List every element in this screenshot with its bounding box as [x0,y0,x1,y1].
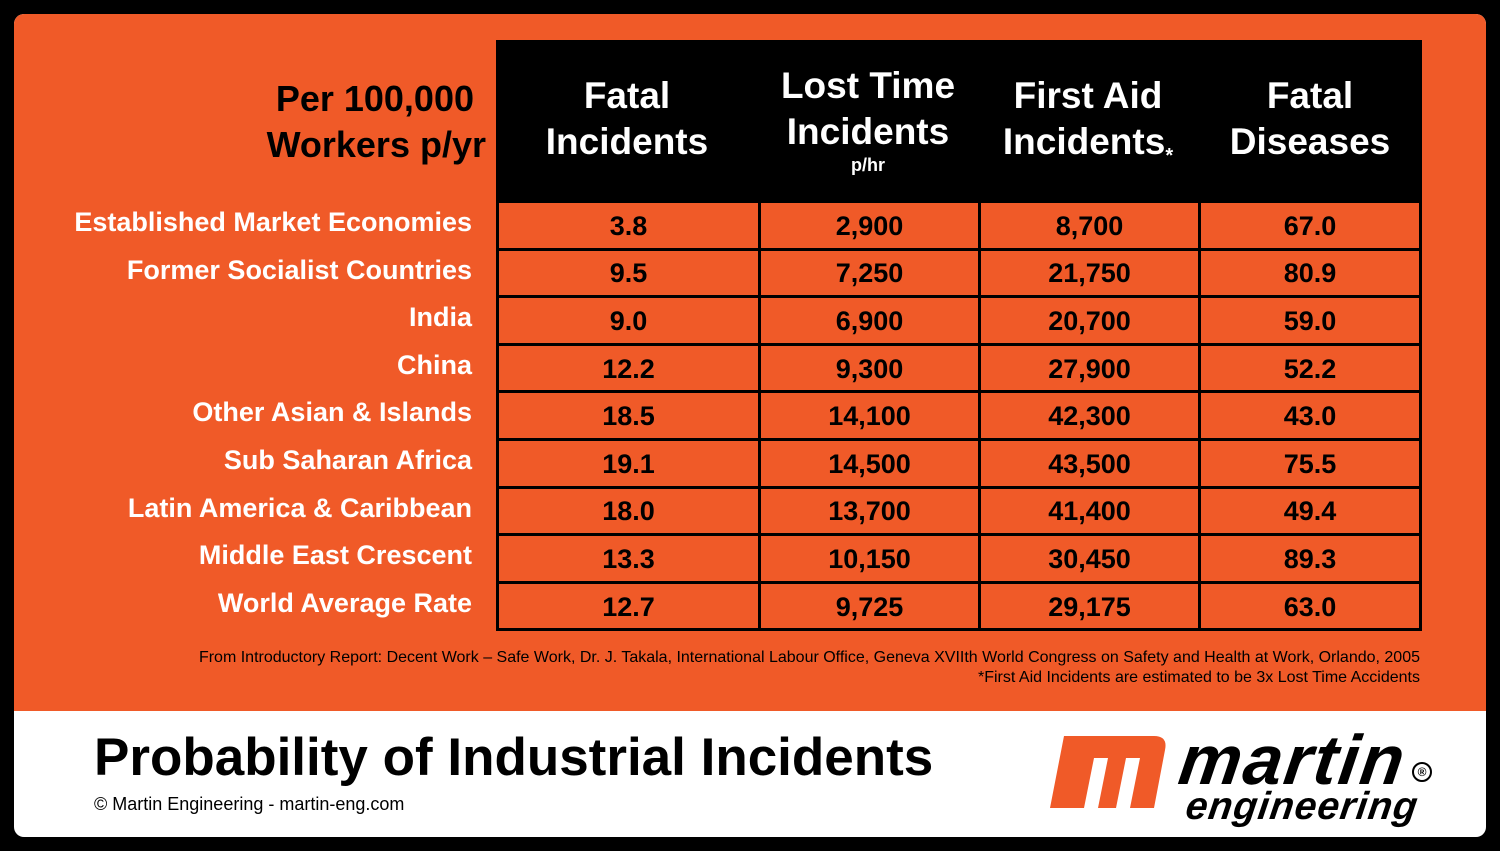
row-label: Former Socialist Countries [126,254,472,285]
column-header-line: Incidents [786,111,950,152]
registered-mark: ® [1412,762,1432,782]
table-cell: 2,900 [758,200,981,251]
table-cell: 9,725 [758,580,981,632]
column-header-line: Incidents [1002,121,1166,162]
table-cell: 8,700 [978,200,1201,251]
data-grid: 3.8 2,900 8,700 67.0 9.5 7,250 21,750 80.9 9.0 6,… [496,200,1422,632]
column-header-line: First Aid [1013,75,1163,116]
column-header-line: Diseases [1229,121,1391,162]
table-cell: 9,300 [758,342,981,394]
row-label: India [408,302,472,333]
row-header-line-1: Per 100,000 [275,78,474,119]
column-header-first-aid-incidents: First Aid Incidents* [978,40,1198,233]
table-cell: 29,175 [978,580,1201,632]
row-label: Latin America & Caribbean [127,492,472,523]
table-cell: 10,150 [758,533,981,584]
column-header-line: Lost Time [780,65,956,106]
table-cell: 63.0 [1198,580,1422,632]
table-cell: 80.9 [1198,247,1422,299]
table-cell: 20,700 [978,295,1201,346]
table-panel: Per 100,000 Workers p/yr Fatal Incidents… [14,14,1486,711]
logo-subname: engineering [1183,785,1422,828]
column-header-line: Fatal [583,75,671,116]
row-header-line-2: Workers p/yr [266,124,486,165]
table-cell: 75.5 [1198,438,1422,489]
martin-logo-wordmark: martin engineering [1175,721,1422,828]
column-header-lost-time-incidents: Lost Time Incidents p/hr [758,40,978,223]
table-cell: 18.5 [496,390,761,441]
table-cell: 7,250 [758,247,981,299]
row-label: Middle East Crescent [198,540,472,571]
page-title: Probability of Industrial Incidents [94,728,934,787]
footnote-marker: * [1165,145,1174,167]
column-header-bar: Fatal Incidents Lost Time Incidents p/hr… [496,40,1422,200]
infographic-frame: Per 100,000 Workers p/yr Fatal Incidents… [14,14,1486,837]
table-cell: 27,900 [978,342,1201,394]
source-note-block: From Introductory Report: Decent Work – … [199,648,1420,688]
column-header-line: Incidents [545,121,709,162]
table-cell: 13,700 [758,485,981,537]
table-cell: 89.3 [1198,533,1422,584]
table-cell: 12.7 [496,580,761,632]
column-header-fatal-diseases: Fatal Diseases [1198,40,1422,233]
table-cell: 3.8 [496,200,761,251]
row-label: Established Market Economies [74,207,472,237]
table-cell: 43,500 [978,438,1201,489]
table-cell: 30,450 [978,533,1201,584]
table-cell: 21,750 [978,247,1201,299]
table-cell: 52.2 [1198,342,1422,394]
row-label: World Average Rate [217,587,472,618]
table-cell: 9.5 [496,247,761,299]
table-cell: 18.0 [496,485,761,537]
copyright-text: © Martin Engineering - martin-eng.com [94,794,405,814]
table-cell: 14,500 [758,438,981,489]
column-header-fatal-incidents: Fatal Incidents [496,40,758,233]
source-note: From Introductory Report: Decent Work – … [198,649,1420,666]
table-cell: 9.0 [496,295,761,346]
column-header-line: Fatal [1266,75,1354,116]
table-cell: 19.1 [496,438,761,489]
table-cell: 59.0 [1198,295,1422,346]
column-header-unit: p/hr [851,155,885,175]
table-cell: 41,400 [978,485,1201,537]
table-cell: 13.3 [496,533,761,584]
row-label: Other Asian & Islands [192,397,472,428]
table-cell: 12.2 [496,342,761,394]
table-cell: 67.0 [1198,200,1422,251]
martin-logo-mark-icon [1050,736,1166,808]
row-label: Sub Saharan Africa [223,445,472,475]
table-cell: 6,900 [758,295,981,346]
table-cell: 49.4 [1198,485,1422,537]
table-cell: 42,300 [978,390,1201,441]
table-cell: 14,100 [758,390,981,441]
logo-name: martin [1174,721,1412,799]
footnote: *First Aid Incidents are estimated to be… [978,669,1420,686]
table-cell: 43.0 [1198,390,1422,441]
row-header-title: Per 100,000 Workers p/yr [74,76,486,168]
row-label: China [396,349,472,380]
